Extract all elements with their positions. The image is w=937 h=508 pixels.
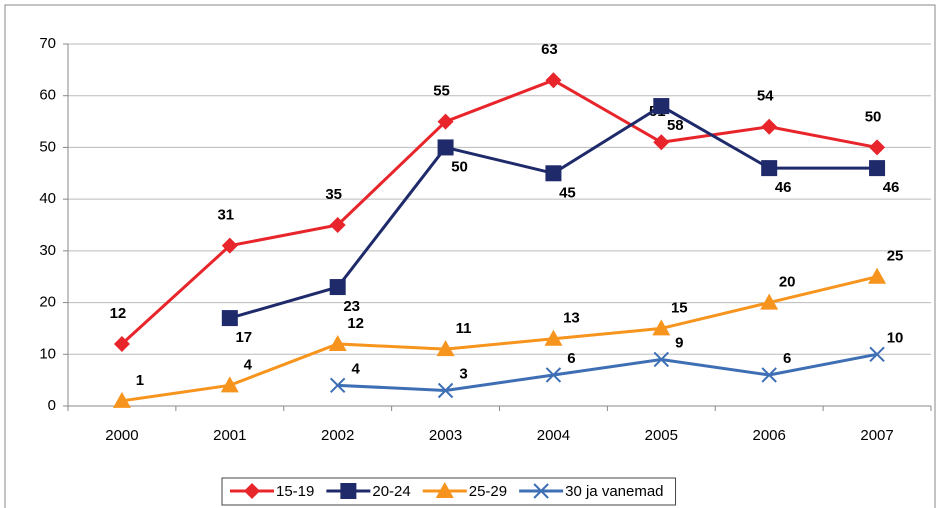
y-tick-label: 30 bbox=[39, 242, 56, 259]
marker bbox=[437, 113, 454, 130]
data-label: 4 bbox=[244, 356, 253, 373]
marker bbox=[653, 134, 670, 151]
y-tick-label: 20 bbox=[39, 294, 56, 311]
x-tick-label: 2006 bbox=[753, 427, 786, 444]
data-label: 31 bbox=[217, 207, 234, 224]
x-tick-label: 2002 bbox=[321, 427, 354, 444]
marker bbox=[545, 367, 562, 383]
data-label: 35 bbox=[325, 186, 342, 203]
y-tick-label: 70 bbox=[39, 35, 56, 52]
legend: 15-19 20-24 25-29 30 ja vanemad bbox=[221, 477, 677, 506]
marker bbox=[220, 376, 239, 393]
data-label: 9 bbox=[675, 334, 683, 351]
data-label: 50 bbox=[865, 108, 882, 125]
marker bbox=[761, 367, 777, 383]
data-label: 12 bbox=[110, 305, 127, 322]
marker bbox=[436, 340, 455, 357]
marker bbox=[652, 319, 671, 336]
marker bbox=[761, 160, 778, 177]
data-label: 12 bbox=[347, 315, 364, 332]
data-label: 46 bbox=[883, 179, 900, 196]
data-label: 1 bbox=[136, 372, 144, 389]
marker bbox=[760, 293, 779, 310]
legend-label: 20-24 bbox=[372, 483, 410, 500]
marker bbox=[437, 382, 454, 399]
data-label: 23 bbox=[343, 298, 360, 315]
data-label: 45 bbox=[559, 184, 576, 201]
marker bbox=[868, 267, 887, 284]
data-label: 6 bbox=[567, 350, 575, 367]
x-tick-label: 2007 bbox=[860, 427, 893, 444]
x-tick-label: 2003 bbox=[429, 427, 462, 444]
marker bbox=[545, 165, 562, 182]
legend-label: 30 ja vanemad bbox=[565, 483, 663, 500]
marker bbox=[761, 118, 778, 135]
marker bbox=[653, 351, 670, 368]
data-label: 58 bbox=[667, 117, 684, 134]
y-tick-label: 50 bbox=[39, 138, 56, 155]
marker bbox=[533, 483, 549, 499]
chart-frame bbox=[4, 4, 936, 508]
marker bbox=[244, 483, 260, 499]
legend-label: 25-29 bbox=[469, 483, 507, 500]
data-label: 6 bbox=[783, 350, 791, 367]
series-line bbox=[337, 352, 878, 392]
x-tick-label: 2000 bbox=[105, 427, 138, 444]
data-label: 46 bbox=[775, 179, 792, 196]
marker bbox=[113, 335, 130, 352]
y-tick-label: 60 bbox=[39, 87, 56, 104]
data-label: 15 bbox=[671, 299, 688, 316]
series-line bbox=[120, 78, 878, 346]
data-label: 10 bbox=[887, 329, 904, 346]
marker bbox=[544, 329, 563, 346]
data-label: 13 bbox=[563, 310, 580, 327]
y-tick-label: 10 bbox=[39, 345, 56, 362]
marker bbox=[328, 334, 347, 351]
data-label: 50 bbox=[451, 158, 468, 175]
data-label: 4 bbox=[352, 360, 361, 377]
marker bbox=[435, 482, 454, 498]
series-line bbox=[121, 275, 878, 403]
data-label: 25 bbox=[887, 248, 904, 265]
marker bbox=[221, 237, 238, 254]
data-label: 11 bbox=[456, 320, 472, 337]
marker bbox=[869, 160, 886, 177]
marker bbox=[329, 377, 346, 394]
marker bbox=[545, 72, 562, 89]
x-tick-label: 2005 bbox=[645, 427, 678, 444]
marker bbox=[869, 139, 886, 156]
data-label: 63 bbox=[541, 41, 558, 58]
marker bbox=[437, 139, 454, 156]
x-tick-label: 2004 bbox=[537, 427, 570, 444]
marker bbox=[221, 310, 238, 327]
data-label: 20 bbox=[779, 274, 796, 291]
marker bbox=[329, 279, 346, 296]
data-label: 17 bbox=[235, 329, 252, 346]
y-tick-label: 40 bbox=[39, 190, 56, 207]
marker bbox=[653, 98, 670, 115]
legend-label: 15-19 bbox=[276, 483, 314, 500]
data-label: 55 bbox=[433, 83, 450, 100]
marker bbox=[340, 483, 357, 499]
y-tick-label: 0 bbox=[48, 397, 56, 414]
marker bbox=[329, 217, 346, 233]
data-label: 3 bbox=[459, 365, 467, 382]
marker bbox=[869, 346, 885, 362]
marker bbox=[112, 391, 131, 408]
data-label: 54 bbox=[757, 88, 774, 105]
x-tick-label: 2001 bbox=[213, 427, 246, 444]
